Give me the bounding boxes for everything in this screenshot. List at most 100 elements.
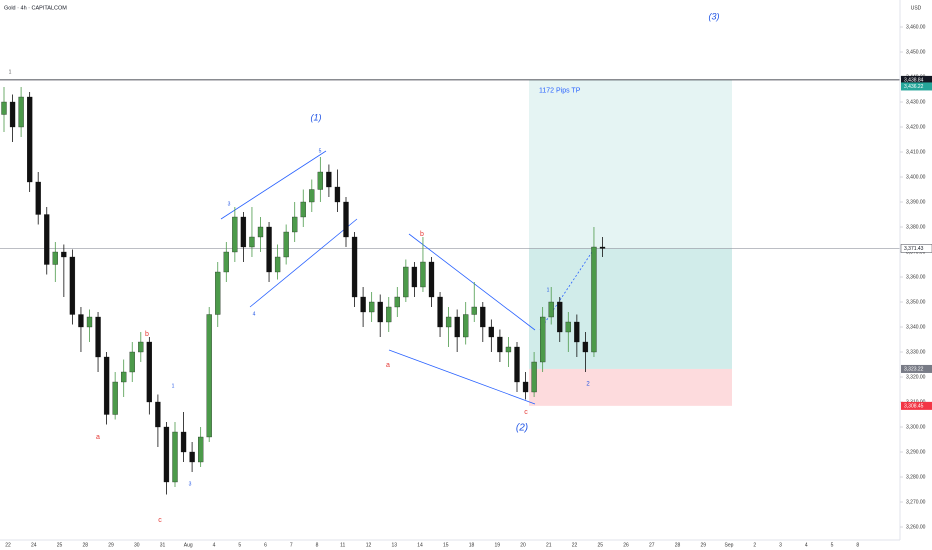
price-label-box xyxy=(900,244,932,253)
candle-body xyxy=(138,341,144,353)
x-tick-label: 25 xyxy=(597,542,603,548)
y-tick-label: 3,380.00 xyxy=(906,224,926,230)
y-tick-label: 3,270.00 xyxy=(906,499,926,505)
wave-label: 4 xyxy=(253,311,256,317)
candle-body xyxy=(9,101,16,128)
y-tick-label: 3,260.00 xyxy=(906,524,926,530)
candles xyxy=(1,87,606,495)
candle-body xyxy=(557,301,563,333)
y-tick-label: 3,280.00 xyxy=(906,474,926,480)
candle-body xyxy=(26,96,33,183)
wave-label: 3 xyxy=(189,481,192,487)
y-tick-label: 3,320.00 xyxy=(906,374,926,380)
candle-body xyxy=(411,266,418,288)
candle-body xyxy=(1,101,7,115)
wave-label: (1) xyxy=(311,112,322,122)
x-tick-label: 12 xyxy=(366,542,372,548)
candle-body xyxy=(454,316,460,338)
candle-body xyxy=(180,431,187,453)
x-tick-label: 11 xyxy=(340,542,345,548)
candle-body xyxy=(300,201,306,218)
x-tick-label: 21 xyxy=(546,542,552,548)
wave-label: a xyxy=(386,362,390,369)
candle-body xyxy=(351,236,358,298)
x-tick-label: 8 xyxy=(856,542,859,548)
wave-label: 1 xyxy=(172,383,175,389)
currency: USD xyxy=(911,5,922,11)
candle-body xyxy=(591,246,597,353)
candle-body xyxy=(317,171,324,190)
candle-body xyxy=(215,271,221,315)
wave-label: 5 xyxy=(319,148,322,154)
y-tick-label: 3,300.00 xyxy=(906,424,926,430)
candle-body xyxy=(86,316,93,328)
candle-body xyxy=(326,171,332,188)
x-tick-label: 26 xyxy=(623,542,629,548)
candle-body xyxy=(163,426,170,483)
x-tick-label: 4 xyxy=(213,542,216,548)
chart-title: Gold · 4h · CAPITALCOM xyxy=(4,5,67,11)
wave-label: b xyxy=(145,331,149,338)
x-tick-label: 8 xyxy=(316,542,319,548)
x-tick-label: 22 xyxy=(572,542,578,548)
x-tick-label: 28 xyxy=(675,542,681,548)
x-tick-label: 28 xyxy=(82,542,88,548)
x-tick-label: 5 xyxy=(831,542,834,548)
x-tick-label: 14 xyxy=(417,542,423,548)
candle-body xyxy=(368,301,375,313)
candle-body xyxy=(61,251,67,258)
candle-body xyxy=(35,181,41,215)
x-tick-label: 2 xyxy=(753,542,756,548)
y-tick-label: 3,410.00 xyxy=(906,149,926,155)
candle-body xyxy=(189,451,195,463)
candle-body xyxy=(18,96,24,128)
y-tick-label: 3,330.00 xyxy=(906,349,926,355)
price-label: 3,308.45 xyxy=(904,404,924,410)
candle-body xyxy=(309,189,315,203)
open-profit-zone xyxy=(529,248,732,369)
wave-label: c xyxy=(524,409,528,416)
wave-label: c xyxy=(158,517,162,524)
candle-body xyxy=(172,431,178,483)
candle-body xyxy=(497,336,503,353)
candle-body xyxy=(52,251,58,265)
candle-body xyxy=(480,306,486,328)
x-tick-label: Sep xyxy=(725,542,734,548)
price-label-box xyxy=(901,82,932,91)
y-tick-label: 3,390.00 xyxy=(906,199,926,205)
candle-body xyxy=(540,316,546,363)
wedge-line xyxy=(408,233,536,331)
x-tick-label: 4 xyxy=(805,542,808,548)
wave-label: 2 xyxy=(586,382,590,388)
x-tick-label: 13 xyxy=(391,542,397,548)
candle-body xyxy=(386,306,392,323)
candle-body xyxy=(257,226,264,238)
price-label-box xyxy=(901,401,932,410)
candle-body xyxy=(197,436,204,463)
x-tick-label: 30 xyxy=(134,542,140,548)
x-tick-label: 18 xyxy=(469,542,475,548)
candle-body xyxy=(565,321,571,333)
y-tick-label: 3,430.00 xyxy=(906,99,926,105)
candle-body xyxy=(574,321,580,343)
candle-body xyxy=(334,186,341,203)
candle-body xyxy=(121,371,127,383)
candle-body xyxy=(514,346,520,383)
x-tick-label: 5 xyxy=(238,542,241,548)
x-tick-label: Aug xyxy=(184,542,193,548)
price-label-box xyxy=(901,75,932,84)
drawings xyxy=(220,150,593,405)
price-label: 3,323.22 xyxy=(904,367,924,373)
candle-body xyxy=(249,236,255,248)
price-label: 3,438.84 xyxy=(904,78,924,84)
channel-line xyxy=(220,150,327,220)
candle-body xyxy=(283,231,289,258)
price-label-box xyxy=(901,364,932,373)
wedge-line xyxy=(388,349,536,405)
x-tick-label: 25 xyxy=(57,542,63,548)
target-text: 1172 Pips TP xyxy=(539,88,581,95)
y-tick-label: 3,450.00 xyxy=(906,49,926,55)
x-tick-label: 29 xyxy=(108,542,114,548)
candle-body xyxy=(240,216,247,248)
x-tick-label: 20 xyxy=(520,542,526,548)
